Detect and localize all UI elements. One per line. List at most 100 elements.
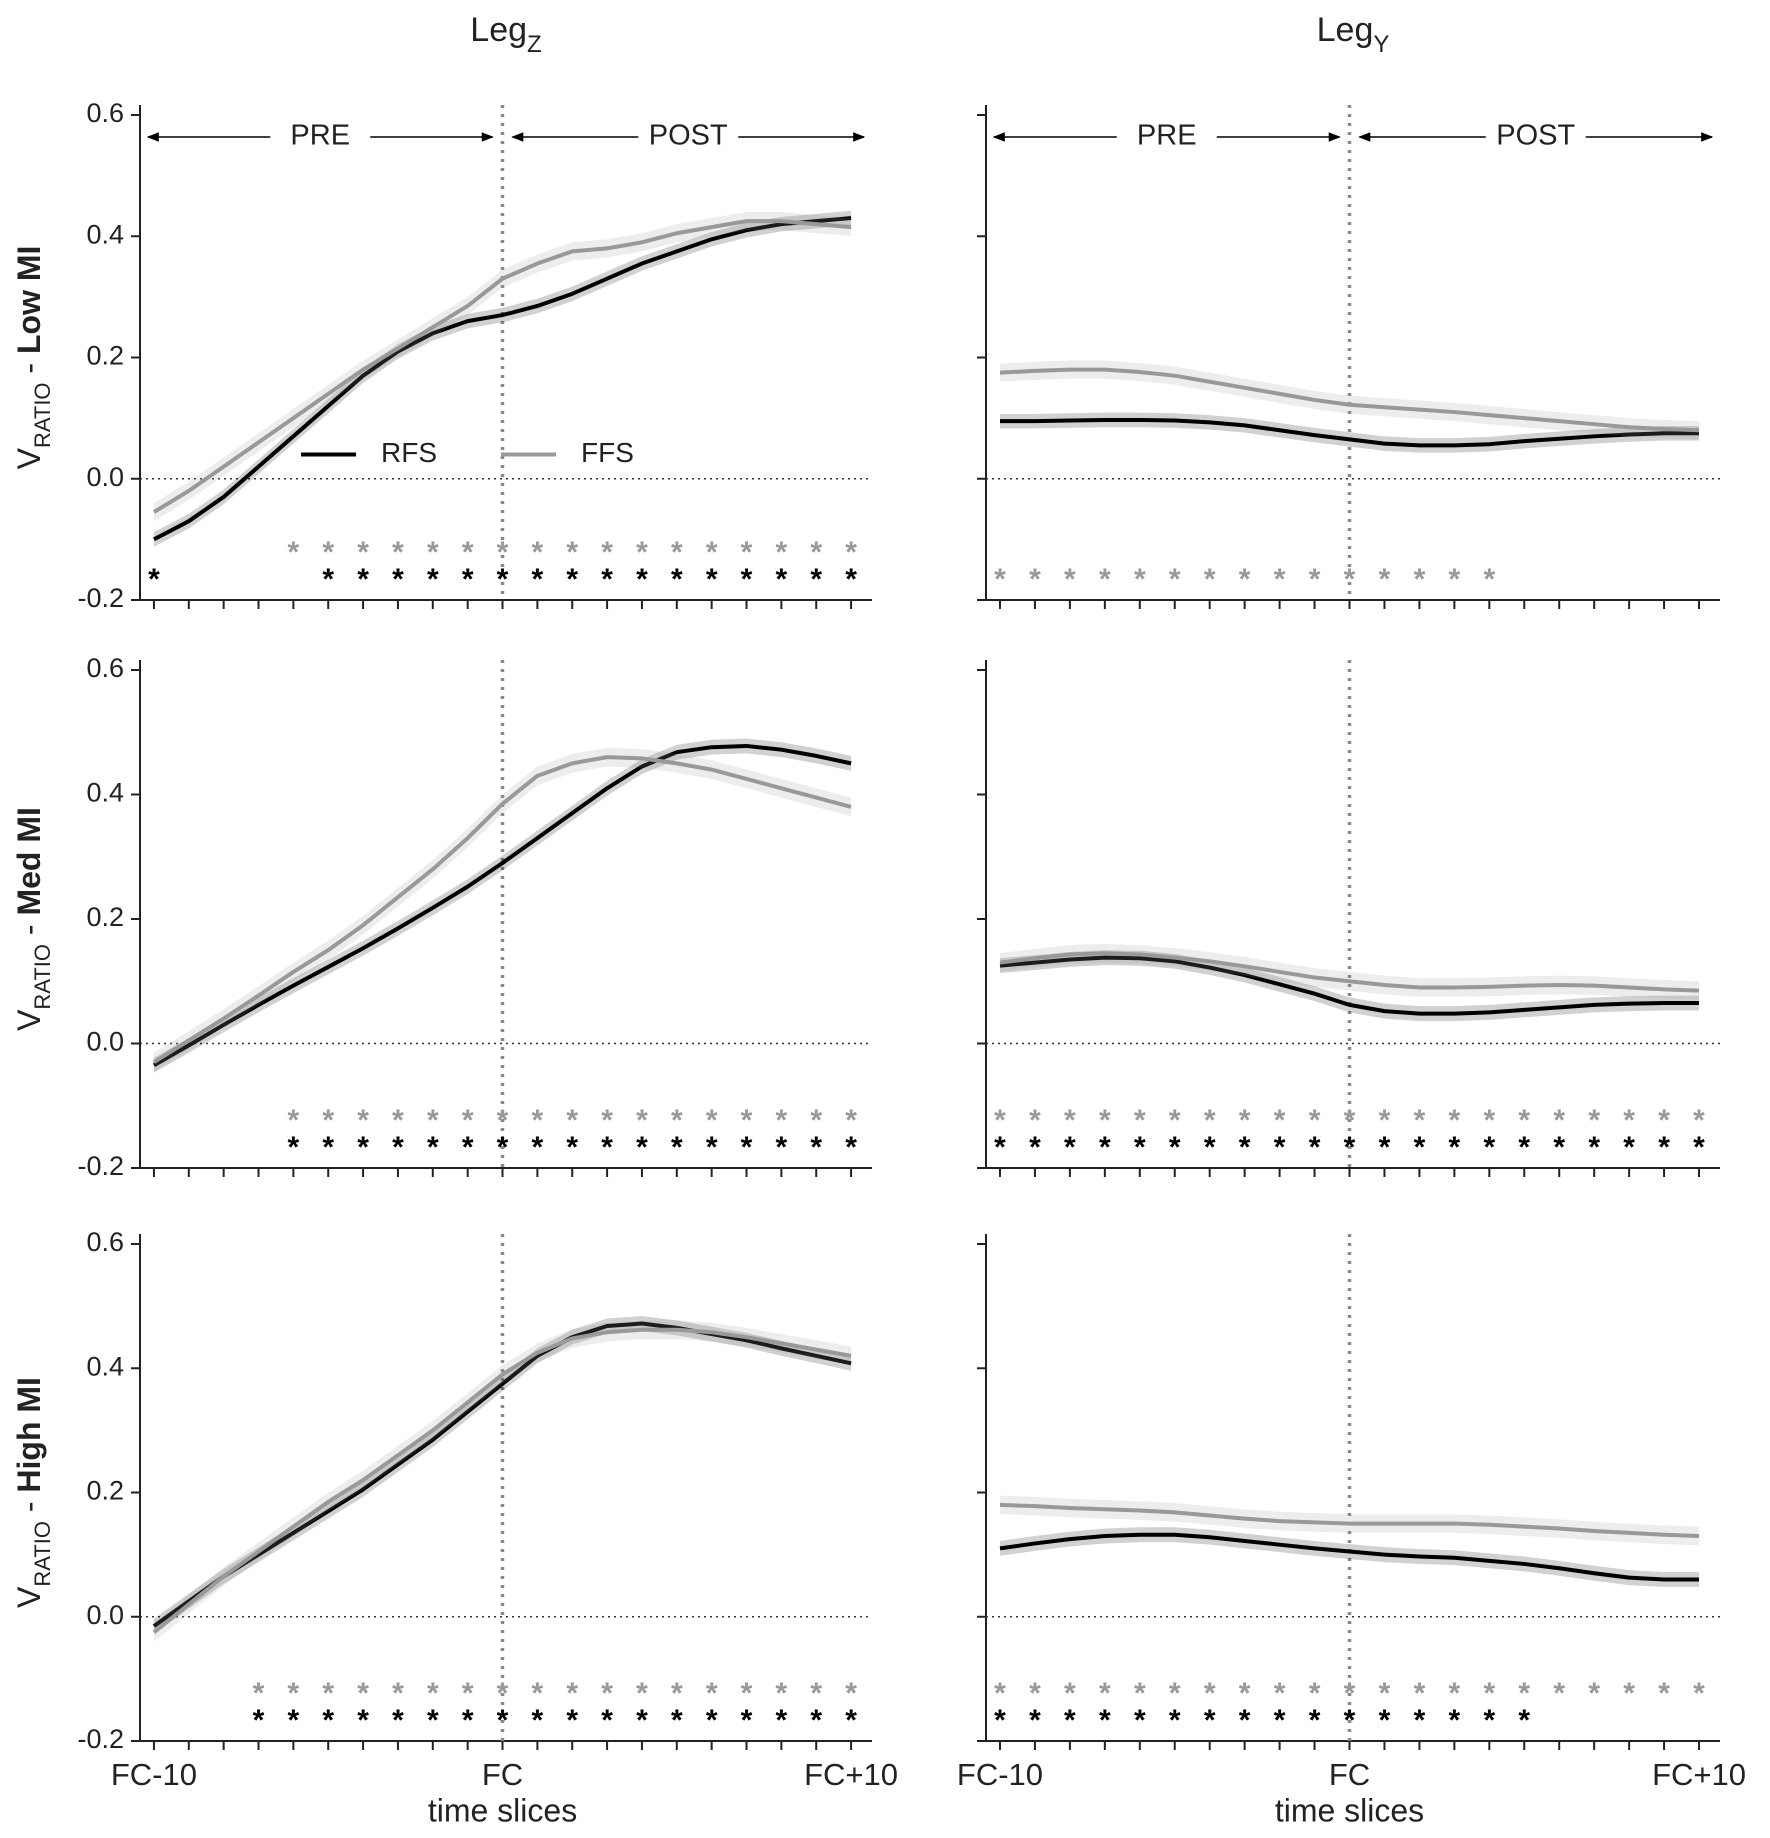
ylabel-sub: RATIO [30,944,55,1010]
significance-marker: * [532,563,544,596]
significance-marker: * [671,1131,683,1164]
y-axis-label: VRATIO - Low MI [11,246,55,470]
significance-marker: * [1204,563,1216,596]
significance-marker: * [1309,1677,1321,1710]
significance-marker: * [1414,563,1426,596]
significance-marker: * [1553,1104,1565,1137]
significance-marker: * [566,1704,578,1737]
significance-marker: * [497,563,509,596]
significance-marker: * [636,1704,648,1737]
significance-marker: * [288,1677,300,1710]
significance-marker: * [1169,1104,1181,1137]
significance-marker: * [566,1677,578,1710]
y-tick-label: 0.4 [86,219,124,249]
significance-marker: * [462,563,474,596]
error-band [999,1527,1700,1587]
significance-marker: * [776,563,788,596]
significance-marker: * [601,1104,613,1137]
significance-marker: * [1064,1677,1076,1710]
significance-marker: * [636,1104,648,1137]
significance-marker: * [636,536,648,569]
significance-marker: * [1693,1131,1705,1164]
significance-marker: * [427,536,439,569]
significance-marker: * [776,1704,788,1737]
significance-marker: * [1134,1704,1146,1737]
significance-marker: * [1204,1104,1216,1137]
significance-marker: * [671,536,683,569]
y-tick-label: 0.0 [86,1600,124,1630]
significance-marker: * [601,1677,613,1710]
significance-marker: * [1064,1131,1076,1164]
significance-marker: * [357,536,369,569]
significance-marker: * [1483,1704,1495,1737]
x-tick-label: FC-10 [111,1757,197,1792]
significance-marker: * [357,1131,369,1164]
significance-marker: * [1449,1677,1461,1710]
significance-marker: * [357,1677,369,1710]
significance-marker: * [427,1131,439,1164]
significance-marker: * [1029,1104,1041,1137]
y-tick-label: 0.6 [86,653,124,683]
series-line [999,367,1700,433]
significance-marker: * [1239,1104,1251,1137]
legend-label: RFS [381,437,437,468]
title-sub: Z [527,31,542,58]
error-band [999,360,1700,440]
significance-marker: * [845,563,857,596]
ylabel-main: V [11,1586,47,1608]
significance-marker: * [288,1131,300,1164]
significance-marker: * [1658,1104,1670,1137]
significance-marker: * [994,1704,1006,1737]
significance-marker: * [810,1677,822,1710]
significance-marker: * [322,1677,334,1710]
significance-marker: * [288,1704,300,1737]
significance-marker: * [1379,563,1391,596]
significance-marker: * [1344,1131,1356,1164]
significance-marker: * [1099,1131,1111,1164]
error-band [153,212,852,522]
ylabel-main: V [11,1009,47,1031]
series-line [999,1532,1700,1582]
x-axis-label: time slices [428,1792,577,1828]
significance-marker: * [1029,1704,1041,1737]
ylabel-group: Med MI [11,807,47,915]
significance-marker: * [741,563,753,596]
significance-marker: * [427,563,439,596]
significance-marker: * [671,1704,683,1737]
significance-marker: * [810,1104,822,1137]
error-band [999,950,1700,1022]
significance-marker: * [1623,1131,1635,1164]
significance-marker: * [392,1704,404,1737]
significance-marker: * [462,1704,474,1737]
significance-marker: * [148,563,160,596]
title-sub: Y [1373,31,1389,58]
significance-marker: * [1274,1104,1286,1137]
phase-label: POST [1496,120,1575,152]
y-tick-label: 0.4 [86,1351,124,1381]
significance-marker: * [566,1104,578,1137]
significance-marker: * [1169,1677,1181,1710]
y-tick-label: -0.2 [77,1151,124,1181]
significance-marker: * [1658,1131,1670,1164]
significance-marker: * [288,536,300,569]
significance-marker: * [601,536,613,569]
significance-marker: * [1169,1131,1181,1164]
significance-marker: * [636,1677,648,1710]
significance-marker: * [288,1104,300,1137]
significance-marker: * [1274,1677,1286,1710]
significance-marker: * [1518,1677,1530,1710]
significance-marker: * [532,1131,544,1164]
significance-marker: * [1029,1131,1041,1164]
significance-marker: * [1344,1704,1356,1737]
error-band [999,1495,1700,1546]
significance-marker: * [357,563,369,596]
y-tick-label: 0.0 [86,1027,124,1057]
significance-marker: * [776,1131,788,1164]
significance-marker: * [462,1131,474,1164]
phase-label: PRE [290,120,350,152]
significance-marker: * [392,1131,404,1164]
phase-label: PRE [1137,120,1197,152]
y-tick-label: 0.2 [86,1476,124,1506]
significance-marker: * [845,1704,857,1737]
significance-marker: * [566,1131,578,1164]
